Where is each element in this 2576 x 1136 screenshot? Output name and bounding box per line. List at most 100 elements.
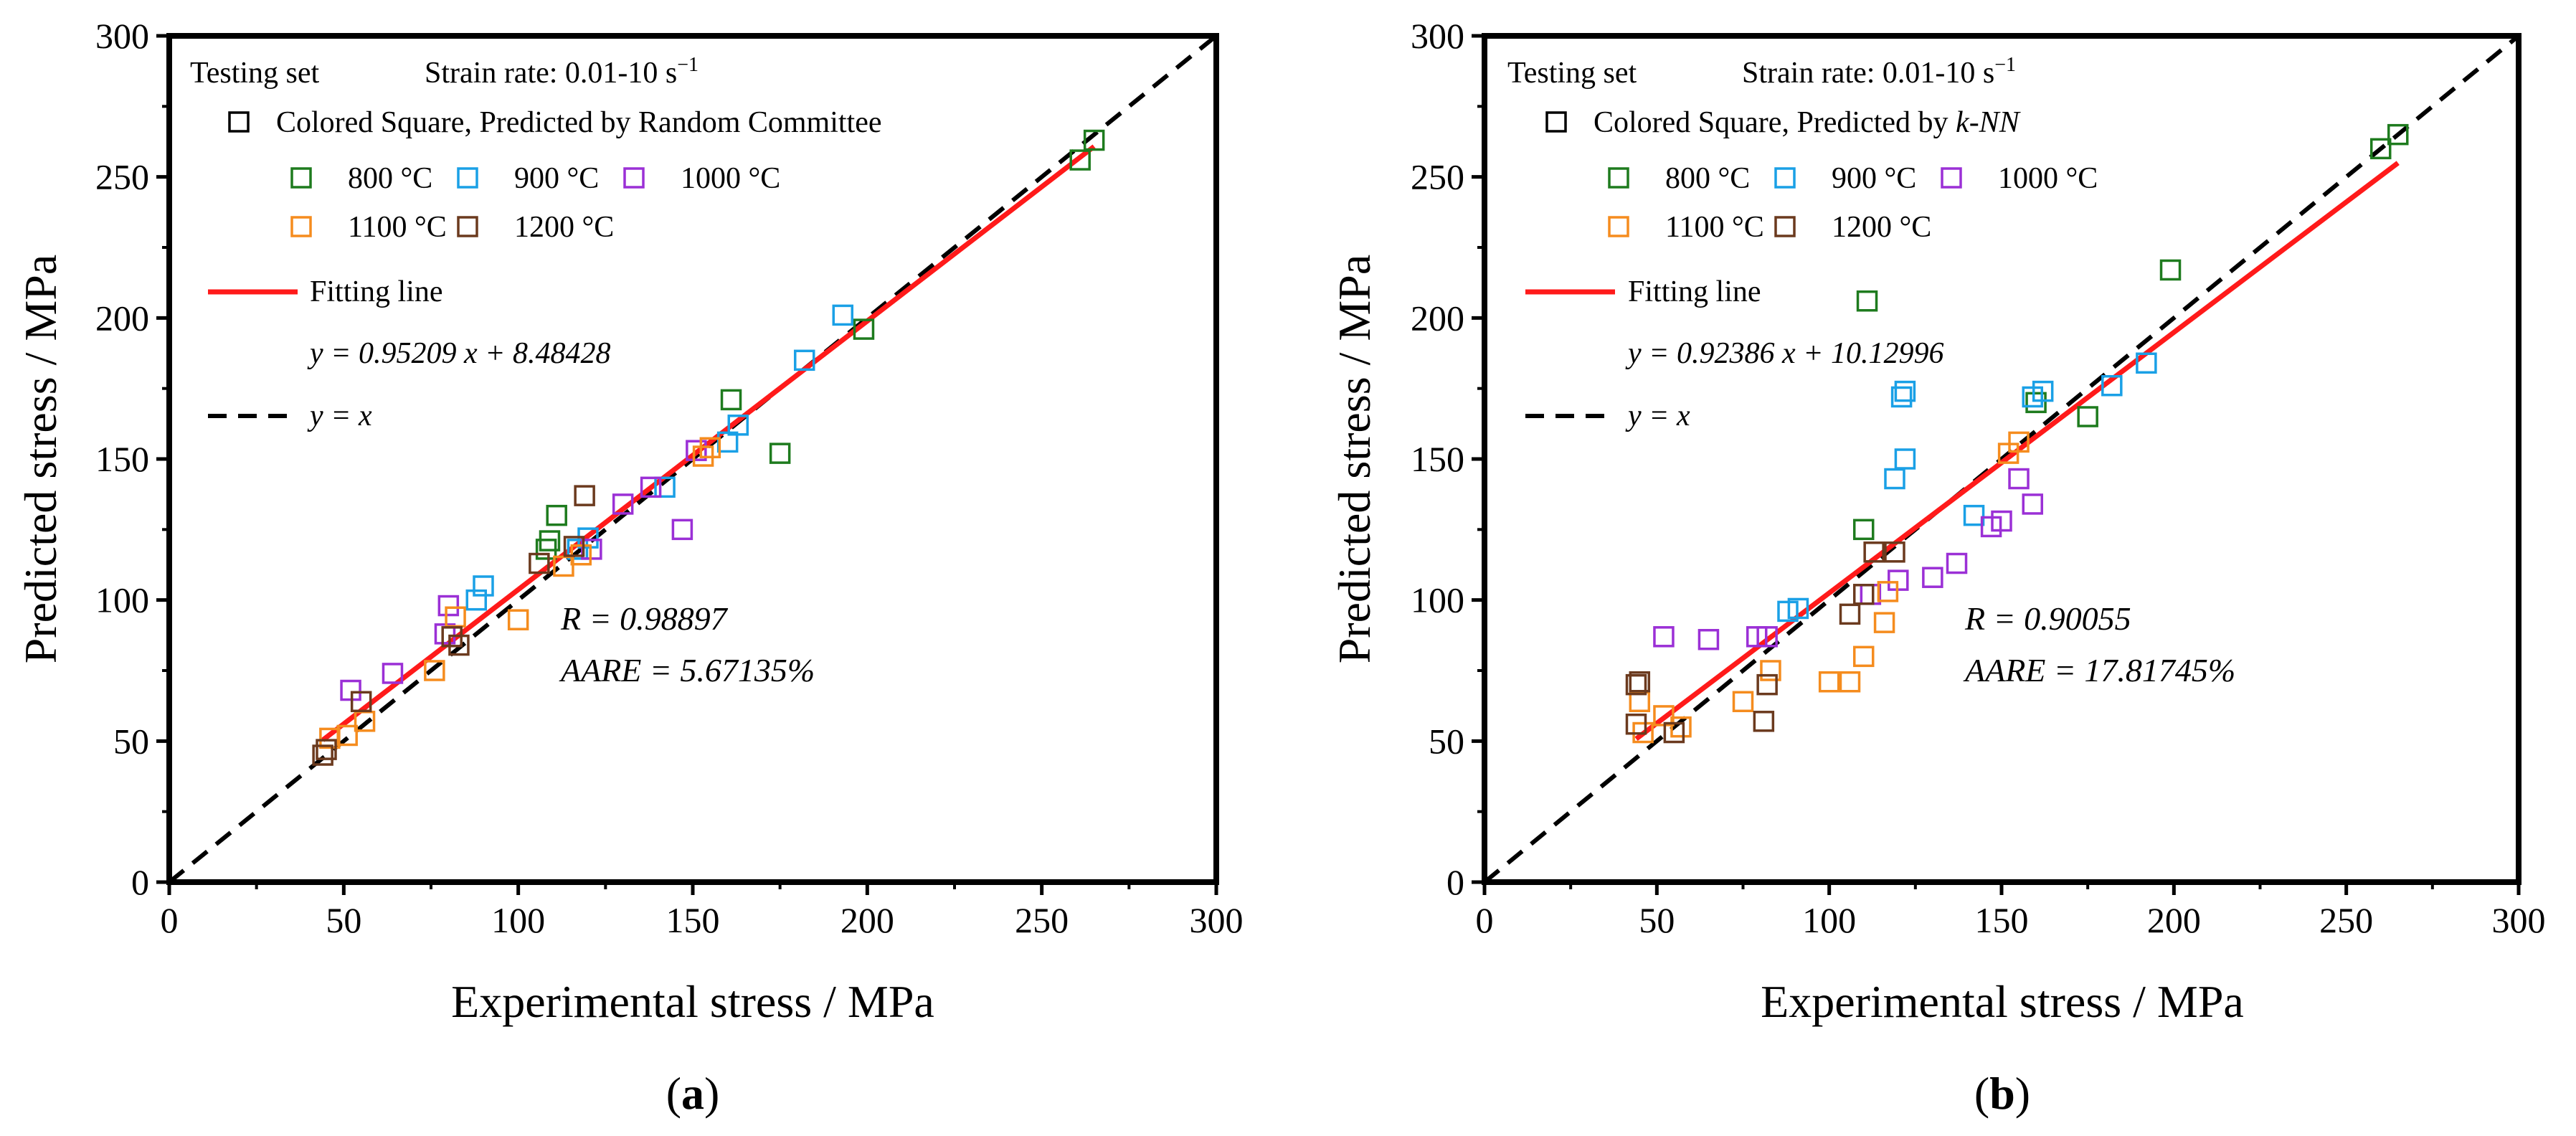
data-point-1100 (1732, 691, 1754, 713)
data-point-1200 (529, 552, 550, 574)
identity-line-b (1484, 36, 2519, 882)
r-value: R = 0.98897 (560, 600, 729, 637)
data-point-1200 (1629, 671, 1651, 693)
fit-equation: y = 0.95209 x + 8.48428 (307, 337, 610, 370)
legend-temperatures-a: 800 °C 900 °C 1000 °C 1100 °C 1200 °C (290, 162, 780, 244)
y-axis-label: Predicted stress / MPa (1329, 255, 1380, 664)
x-tick-label: 0 (161, 900, 179, 940)
legend-model-label: Colored Square, Predicted by Random Comm… (276, 106, 882, 139)
x-tick-label: 200 (2147, 900, 2201, 940)
legend-temp-1100: 1100 °C (1665, 211, 1764, 244)
legend-temp-1200: 1200 °C (1832, 211, 1931, 244)
data-point-1100 (424, 660, 445, 681)
data-point-1200 (563, 536, 585, 557)
data-point-1000 (686, 440, 707, 461)
fit-line (321, 144, 1096, 742)
data-point-800 (720, 389, 742, 411)
data-point-800 (546, 504, 567, 526)
legend-marker-900 (1774, 167, 1796, 189)
data-point-1000 (382, 663, 404, 684)
legend-temperatures-b: 800 °C 900 °C 1000 °C 1100 °C 1200 °C (1608, 162, 2098, 244)
data-point-1200 (1753, 711, 1775, 732)
y-tick-label: 0 (131, 862, 149, 902)
data-point-1100 (699, 437, 721, 459)
data-point-900 (465, 589, 488, 611)
y-tick-label: 200 (95, 298, 149, 338)
data-point-1200 (1884, 541, 1905, 563)
x-tick-label: 150 (666, 900, 720, 940)
legend-temp-800: 800 °C (348, 162, 432, 195)
data-point-800 (853, 318, 875, 340)
y-tick-label: 100 (95, 580, 149, 620)
legend-yx-label: y = x (307, 399, 372, 432)
identity-line (1484, 36, 2519, 882)
data-point-900 (832, 304, 854, 326)
data-point-1100 (507, 609, 529, 630)
legend-strain-label: Strain rate: 0.01-10 s−1 (1742, 54, 2016, 90)
y-tick-label: 50 (113, 721, 149, 761)
data-point-1200 (448, 634, 470, 656)
data-point-1000 (612, 493, 634, 515)
data-point-900 (1777, 600, 1799, 623)
data-point-800 (535, 539, 557, 560)
data-point-800 (2369, 138, 2392, 160)
panel-label-b: (b) (1974, 1068, 2030, 1119)
legend-set-label: Testing set (1507, 57, 1637, 90)
fitting-line-a (321, 144, 1096, 742)
y-tick-label: 200 (1411, 298, 1464, 338)
axis-ticks-a: 0 50 100 150 200 250 300 0 50 100 150 200 250 300 (95, 16, 1244, 940)
data-point-1000 (1946, 552, 1968, 574)
data-point-1100 (1670, 716, 1692, 738)
legend-strain-label: Strain rate: 0.01-10 s−1 (425, 54, 699, 90)
data-point-1100 (319, 727, 341, 749)
fit-equation: y = 0.92386 x + 10.12996 (1625, 337, 1943, 370)
data-point-1200 (1625, 713, 1647, 735)
legend-temp-1000: 1000 °C (681, 162, 780, 195)
x-tick-label: 250 (2319, 900, 2373, 940)
data-point-1200 (1839, 603, 1861, 625)
data-point-900 (2136, 352, 2157, 374)
x-tick-label: 50 (1639, 900, 1675, 940)
data-point-1100 (1997, 442, 2019, 464)
panel-a: 0 50 100 150 200 250 300 0 50 100 150 200 250 300 Tes… (15, 16, 1244, 1119)
data-point-1200 (316, 739, 337, 760)
data-point-800 (1069, 149, 1091, 171)
data-point-800 (1852, 519, 1875, 541)
x-tick-label: 200 (840, 900, 894, 940)
data-point-1100 (1852, 645, 1875, 668)
x-tick-label: 0 (1476, 900, 1494, 940)
x-tick-label: 250 (1015, 900, 1069, 940)
plot-frame-b (1482, 33, 2521, 885)
data-point-800 (2025, 392, 2047, 414)
legend-fit-label: Fitting line (1628, 275, 1761, 308)
data-point-1000 (640, 476, 662, 498)
legend-yx-label: y = x (1625, 399, 1690, 432)
x-tick-label: 100 (1802, 900, 1856, 940)
y-tick-label: 250 (95, 157, 149, 197)
data-point-900 (1884, 468, 1905, 490)
legend-marker-900 (457, 167, 478, 189)
legend-model-marker (1545, 111, 1567, 133)
x-tick-label: 300 (1190, 900, 1244, 940)
data-point-1000 (437, 595, 460, 617)
legend-marker-800 (1608, 167, 1629, 189)
y-tick-label: 0 (1446, 862, 1464, 902)
legend-marker-1200 (457, 216, 478, 237)
data-point-1000 (671, 519, 693, 541)
x-tick-label: 100 (491, 900, 545, 940)
scatter-points-b (1625, 123, 2409, 744)
y-tick-label: 50 (1429, 721, 1464, 761)
legend-marker-1000 (1941, 167, 1962, 189)
legend-model-marker (228, 111, 250, 133)
y-tick-label: 150 (1411, 439, 1464, 479)
data-point-1000 (1653, 626, 1675, 648)
data-point-900 (793, 349, 815, 371)
data-point-1200 (574, 485, 595, 506)
x-tick-label: 300 (2492, 900, 2546, 940)
data-point-900 (567, 539, 589, 560)
legend-fit-label: Fitting line (310, 275, 443, 308)
data-point-800 (2159, 259, 2182, 281)
data-point-1100 (1818, 671, 1840, 693)
y-tick-label: 300 (95, 16, 149, 56)
